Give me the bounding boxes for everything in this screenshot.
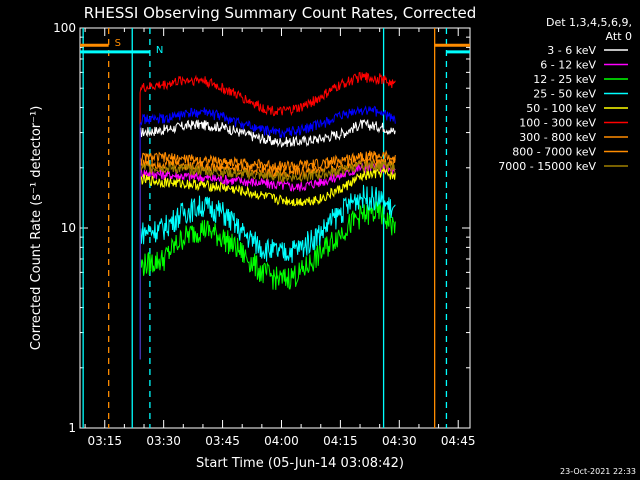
legend-label-7: 800 - 7000 keV: [512, 146, 596, 159]
legend-label-8: 7000 - 15000 keV: [498, 160, 596, 173]
footer-date: 23-Oct-2021 22:33: [560, 467, 636, 476]
legend-label-0: 3 - 6 keV: [547, 44, 596, 57]
plot-frame: [79, 27, 471, 429]
legend-header-line-1: Det 1,3,4,5,6,9,: [546, 16, 632, 29]
x-tick-label-4: 04:15: [323, 434, 358, 448]
series-line-4: [139, 166, 396, 360]
x-tick-label-0: 03:15: [87, 434, 122, 448]
y-tick-label-2: 100: [53, 21, 76, 35]
x-axis-label: Start Time (05-Jun-14 03:08:42): [196, 456, 404, 471]
legend: Det 1,3,4,5,6,9, Att 0 3 - 6 keV 6 - 12 k…: [498, 16, 632, 173]
x-tick-label-5: 04:30: [382, 434, 417, 448]
plot-area: 1 10 100 03:15 03:30 03:45 04:00 04:15 04:30 04:4…: [53, 21, 475, 448]
legend-label-3: 25 - 50 keV: [533, 88, 596, 101]
series-line-2: [139, 200, 396, 360]
series-line-6: [139, 149, 396, 360]
series-line-9: [139, 105, 396, 360]
x-tick-label-2: 03:45: [205, 434, 240, 448]
series-line-5: [139, 71, 396, 360]
series-line-8: [139, 159, 396, 360]
legend-header-line-2: Att 0: [606, 30, 632, 43]
legend-label-1: 6 - 12 keV: [540, 59, 596, 72]
y-tick-label-0: 1: [68, 421, 76, 435]
x-tick-label-3: 04:00: [264, 434, 299, 448]
marker-label-S: S: [115, 38, 121, 49]
legend-label-2: 12 - 25 keV: [533, 73, 596, 86]
y-tick-label-1: 10: [61, 221, 76, 235]
x-tick-label-1: 03:30: [146, 434, 181, 448]
chart-title: RHESSI Observing Summary Count Rates, Co…: [84, 4, 477, 22]
x-tick-label-6: 04:45: [441, 434, 476, 448]
legend-label-5: 100 - 300 keV: [519, 117, 596, 130]
series-line-1: [139, 162, 396, 360]
y-axis-label: Corrected Count Rate (s⁻¹ detector⁻¹): [29, 106, 44, 351]
series-line-3: [139, 184, 396, 360]
marker-label-N: N: [156, 45, 163, 56]
series-line-0: [139, 118, 396, 360]
legend-label-4: 50 - 100 keV: [526, 102, 596, 115]
legend-label-6: 300 - 800 keV: [519, 131, 596, 144]
